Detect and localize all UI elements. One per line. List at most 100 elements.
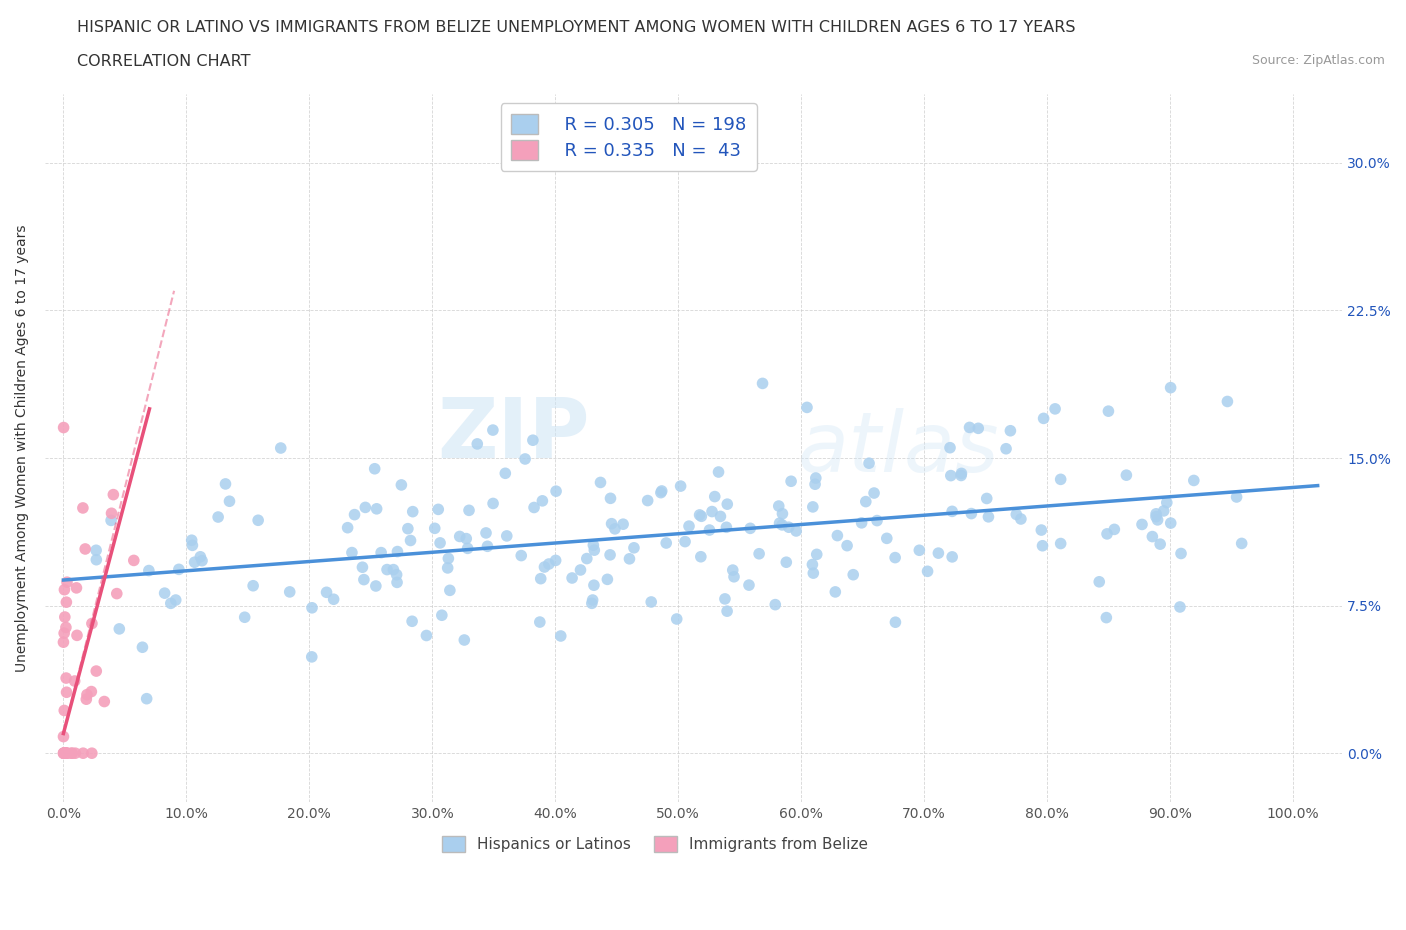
Point [530, 571, 553, 586]
Point [1146, 512, 1168, 527]
Point [53, 703, 76, 718]
Point [884, 615, 907, 630]
Point [939, 440, 962, 455]
Point [80, 746, 103, 761]
Point [582, 578, 605, 592]
Point [770, 517, 793, 532]
Point [673, 534, 696, 549]
Point [100, 513, 122, 528]
Point [1097, 404, 1119, 418]
Point [738, 578, 761, 592]
Point [1230, 536, 1253, 551]
Point [343, 507, 366, 522]
Point [1043, 402, 1066, 417]
Point [884, 551, 907, 565]
Text: CORRELATION CHART: CORRELATION CHART [77, 54, 250, 69]
Point [709, 509, 731, 524]
Point [65, 746, 87, 761]
Point [1049, 472, 1071, 486]
Point [689, 550, 711, 565]
Point [655, 536, 678, 551]
Point [183, 555, 205, 570]
Point [623, 540, 645, 555]
Text: Source: ZipAtlas.com: Source: ZipAtlas.com [1251, 54, 1385, 67]
Point [544, 553, 567, 568]
Point [53, 746, 76, 761]
Point [612, 517, 634, 532]
Point [751, 376, 773, 391]
Point [53, 609, 76, 624]
Point [603, 522, 626, 537]
Point [52, 746, 75, 761]
Text: ZIP: ZIP [437, 393, 591, 474]
Point [582, 592, 605, 607]
Point [233, 610, 256, 625]
Point [716, 604, 738, 618]
Point [768, 498, 790, 513]
Point [93, 694, 115, 709]
Text: atlas: atlas [797, 407, 1000, 489]
Point [55, 620, 77, 635]
Point [63, 673, 86, 688]
Point [599, 491, 621, 506]
Point [1088, 575, 1111, 590]
Point [457, 541, 479, 556]
Point [84, 664, 107, 679]
Point [456, 531, 478, 546]
Point [959, 420, 981, 435]
Point [700, 504, 723, 519]
Point [1115, 468, 1137, 483]
Point [354, 500, 377, 515]
Point [56, 746, 79, 761]
Point [596, 572, 619, 587]
Point [1153, 503, 1175, 518]
Point [772, 506, 794, 521]
Point [1130, 517, 1153, 532]
Point [1160, 515, 1182, 530]
Point [366, 501, 388, 516]
Point [399, 533, 422, 548]
Point [423, 521, 446, 536]
Point [429, 536, 451, 551]
Point [86, 552, 108, 567]
Point [439, 583, 461, 598]
Point [775, 555, 797, 570]
Point [581, 596, 603, 611]
Point [801, 565, 824, 580]
Point [396, 521, 419, 536]
Point [678, 519, 700, 534]
Point [65, 580, 87, 595]
Point [1005, 507, 1028, 522]
Point [340, 545, 363, 560]
Point [1149, 537, 1171, 551]
Point [669, 479, 692, 494]
Point [427, 502, 450, 517]
Point [740, 521, 762, 536]
Point [375, 562, 398, 577]
Point [72, 746, 94, 761]
Point [180, 533, 202, 548]
Point [301, 601, 323, 616]
Point [1000, 423, 1022, 438]
Point [482, 422, 505, 437]
Point [827, 528, 849, 543]
Point [52, 746, 75, 761]
Point [53, 582, 76, 597]
Point [941, 504, 963, 519]
Point [122, 553, 145, 568]
Point [619, 551, 641, 566]
Point [1168, 600, 1191, 615]
Point [785, 524, 807, 538]
Point [159, 596, 181, 611]
Point [53, 626, 76, 641]
Point [824, 584, 846, 599]
Point [165, 592, 187, 607]
Point [967, 421, 990, 436]
Point [55, 671, 77, 685]
Point [863, 485, 886, 500]
Point [322, 591, 344, 606]
Point [430, 608, 453, 623]
Point [449, 529, 471, 544]
Point [908, 543, 931, 558]
Point [382, 562, 405, 577]
